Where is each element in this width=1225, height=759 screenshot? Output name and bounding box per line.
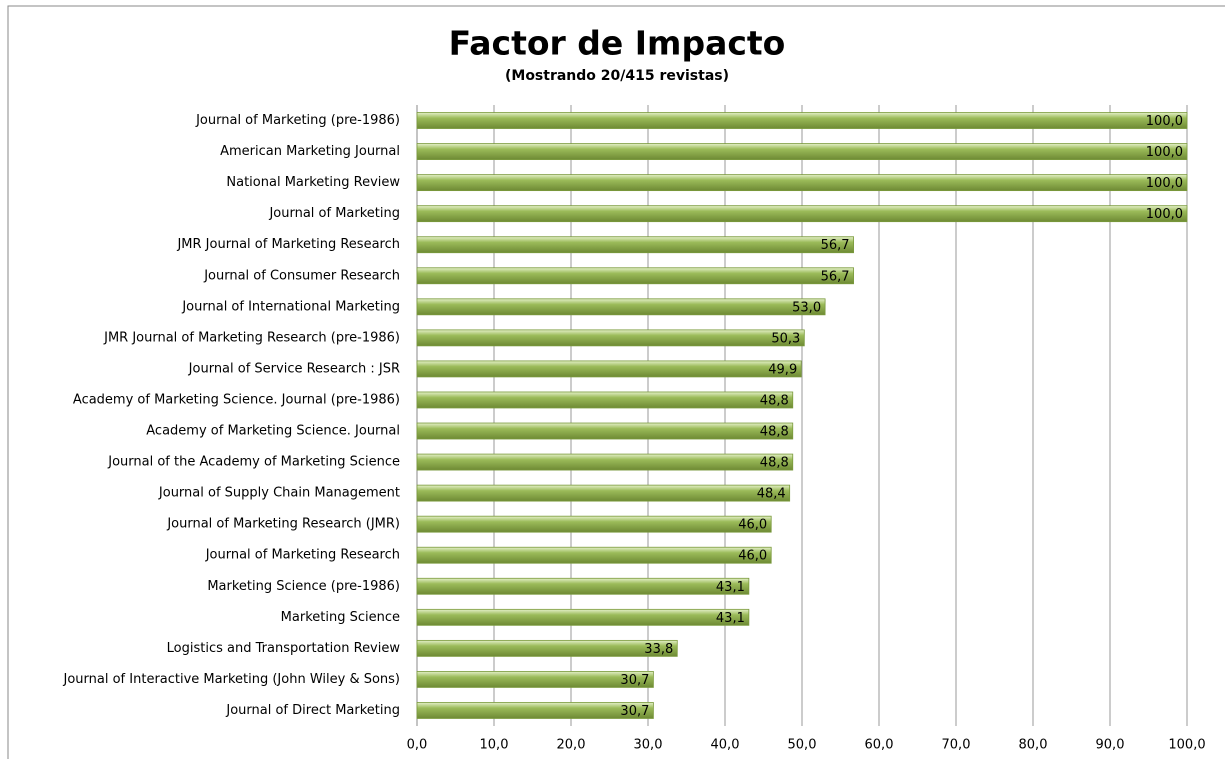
bar	[416, 702, 654, 719]
y-tick-label: Journal of the Academy of Marketing Scie…	[107, 455, 400, 470]
value-label: 50,3	[771, 331, 800, 346]
x-tick-label: 50,0	[788, 738, 817, 753]
value-label: 46,0	[738, 549, 767, 564]
bar	[416, 391, 794, 409]
frame	[7, 5, 1225, 759]
bar	[416, 453, 794, 471]
value-label: 56,7	[821, 269, 850, 284]
value-label: 100,0	[1146, 176, 1183, 191]
chart-title: Factor de Impacto	[449, 24, 786, 63]
bar	[416, 143, 1188, 160]
value-label: 43,1	[716, 611, 745, 626]
chart-subtitle: (Mostrando 20/415 revistas)	[505, 68, 729, 84]
value-label: 33,8	[644, 642, 673, 657]
y-tick-label: Marketing Science (pre-1986)	[207, 579, 400, 594]
x-tick-label: 100,0	[1168, 738, 1205, 753]
y-tick-label: Journal of Supply Chain Management	[158, 486, 400, 501]
bar	[416, 546, 772, 564]
value-label: 100,0	[1146, 145, 1183, 160]
y-tick-label: JMR Journal of Marketing Research (pre-1…	[103, 330, 400, 345]
x-tick-label: 90,0	[1096, 738, 1125, 753]
y-tick-label: JMR Journal of Marketing Research	[176, 237, 400, 252]
y-tick-label: Journal of Marketing Research (JMR)	[166, 517, 400, 532]
y-tick-label: Journal of Marketing	[268, 206, 400, 221]
value-label: 56,7	[821, 238, 850, 253]
bar	[416, 205, 1188, 223]
y-tick-label: Marketing Science	[281, 610, 400, 625]
bar	[416, 608, 750, 626]
value-label: 53,0	[792, 300, 821, 315]
y-tick-label: Journal of Interactive Marketing (John W…	[63, 672, 400, 687]
value-label: 30,7	[620, 673, 649, 688]
bar	[416, 174, 1188, 192]
x-tick-label: 80,0	[1019, 738, 1048, 753]
y-tick-label: Academy of Marketing Science. Journal	[146, 424, 400, 439]
value-label: 49,9	[768, 362, 797, 377]
y-tick-label: Logistics and Transportation Review	[167, 641, 401, 656]
value-label: 46,0	[738, 518, 767, 533]
y-tick-label: Journal of International Marketing	[181, 299, 400, 314]
bar	[416, 236, 854, 254]
bar	[416, 484, 791, 502]
bar	[416, 298, 826, 316]
bar	[416, 639, 678, 657]
y-tick-label: Journal of Service Research : JSR	[188, 361, 400, 376]
bar	[416, 112, 1188, 129]
value-label: 48,8	[760, 393, 789, 408]
x-tick-label: 30,0	[634, 738, 663, 753]
bar	[416, 422, 794, 440]
bar	[416, 329, 805, 347]
x-tick-label: 10,0	[480, 738, 509, 753]
y-tick-label: Academy of Marketing Science. Journal (p…	[73, 392, 400, 407]
x-tick-label: 70,0	[942, 738, 971, 753]
x-tick-label: 60,0	[865, 738, 894, 753]
bar	[416, 577, 750, 595]
y-tick-label: National Marketing Review	[226, 175, 400, 190]
value-label: 100,0	[1146, 114, 1183, 129]
bar	[416, 267, 854, 285]
x-tick-label: 0,0	[407, 738, 428, 753]
y-tick-label: Journal of Consumer Research	[203, 268, 400, 283]
bar	[416, 360, 802, 378]
y-tick-label: Journal of Marketing Research	[205, 548, 400, 563]
y-tick-label: Journal of Marketing (pre-1986)	[195, 113, 400, 128]
value-label: 48,8	[760, 456, 789, 471]
value-label: 30,7	[620, 704, 649, 719]
y-tick-label: American Marketing Journal	[220, 144, 400, 159]
value-label: 48,4	[757, 487, 786, 502]
value-label: 43,1	[716, 580, 745, 595]
bar	[416, 515, 772, 533]
value-label: 100,0	[1146, 207, 1183, 222]
bar	[416, 671, 654, 688]
value-label: 48,8	[760, 425, 789, 440]
x-tick-label: 40,0	[711, 738, 740, 753]
y-tick-label: Journal of Direct Marketing	[225, 703, 400, 718]
x-tick-label: 20,0	[557, 738, 586, 753]
